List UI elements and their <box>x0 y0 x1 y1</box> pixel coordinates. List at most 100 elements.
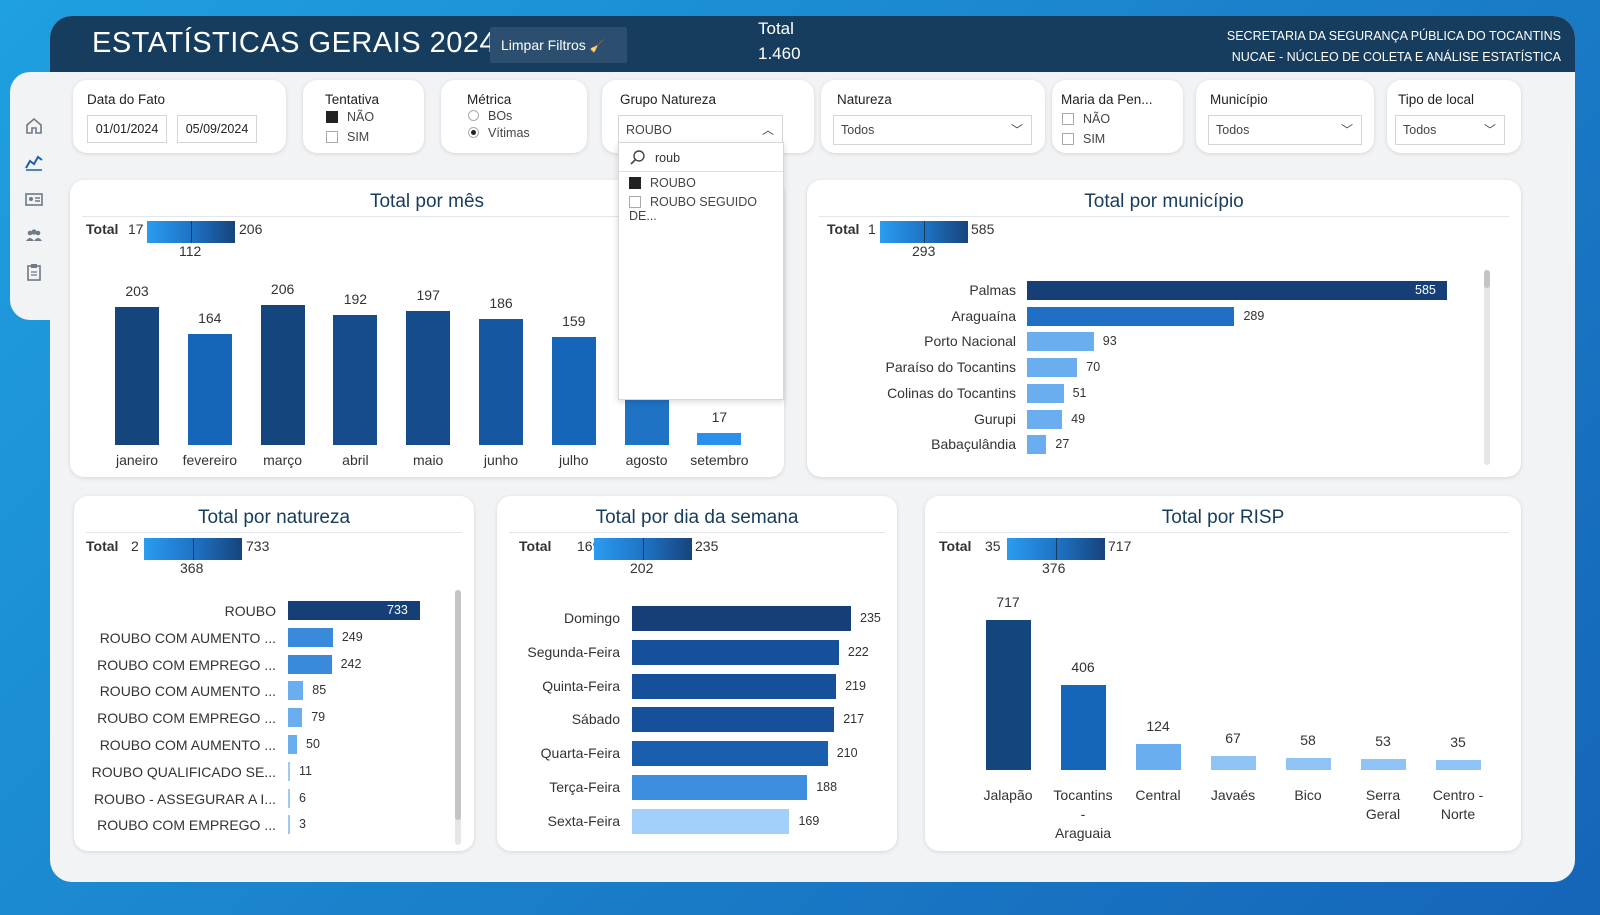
bar[interactable] <box>288 681 304 701</box>
category-label: Babaçulândia <box>931 436 1016 453</box>
chart-title-municipio: Total por município <box>1084 191 1244 212</box>
bar[interactable] <box>288 654 332 674</box>
bar[interactable] <box>1027 409 1063 429</box>
bar[interactable] <box>288 815 290 835</box>
id-card-icon[interactable] <box>24 189 44 209</box>
bar[interactable] <box>1135 744 1181 770</box>
bar[interactable] <box>288 788 290 808</box>
category-label: Paraíso do Tocantins <box>885 359 1017 376</box>
bar[interactable] <box>1060 685 1106 770</box>
total-slicer-mes[interactable]: Total 17 206 112 <box>86 221 346 265</box>
tipo-local-select[interactable]: Todos ﹀ <box>1395 115 1505 145</box>
bar[interactable] <box>1027 281 1447 300</box>
bar[interactable] <box>1360 758 1406 770</box>
bar[interactable] <box>632 707 835 733</box>
tentativa-option-label: NÃO <box>347 110 375 124</box>
bar[interactable] <box>632 775 808 800</box>
natureza-scrollbar[interactable] <box>455 590 461 845</box>
bar[interactable] <box>288 627 333 647</box>
total-slicer-mid: 293 <box>912 243 936 259</box>
bar[interactable] <box>288 601 420 620</box>
bar[interactable] <box>288 761 290 781</box>
total-slicer-natureza[interactable]: Total 2 733 368 <box>86 538 346 582</box>
org-line-2: NUCAE - NÚCLEO DE COLETA E ANÁLISE ESTAT… <box>1231 50 1561 64</box>
municipio-scrollbar[interactable] <box>1484 270 1490 465</box>
tipo-local-value: Todos <box>1403 123 1437 137</box>
bar[interactable] <box>288 735 297 754</box>
dropdown-option-roubo-seguido[interactable]: ROUBO SEGUIDO DE... <box>629 195 783 223</box>
category-label: Palmas <box>969 282 1016 298</box>
filter-maria-penha-label: Maria da Pen... <box>1061 92 1153 107</box>
clipboard-icon[interactable] <box>24 262 44 282</box>
total-slicer-marker <box>1056 538 1057 560</box>
filter-maria-penha: Maria da Pen... NÃO SIM <box>1052 80 1183 153</box>
metrica-option-bos[interactable]: BOs <box>468 109 512 123</box>
bar[interactable] <box>1027 435 1047 455</box>
people-icon[interactable] <box>24 225 44 245</box>
scrollbar-thumb[interactable] <box>1484 270 1490 288</box>
chevron-down-icon: ﹀ <box>1483 123 1496 137</box>
metrica-option-vitimas[interactable]: Vítimas <box>468 126 530 140</box>
bar[interactable] <box>632 606 851 631</box>
bar[interactable] <box>1285 757 1331 770</box>
bar[interactable] <box>1027 358 1078 378</box>
bar[interactable] <box>624 393 669 445</box>
bar[interactable] <box>1435 760 1481 770</box>
bar[interactable] <box>632 639 839 665</box>
bar[interactable] <box>333 314 378 445</box>
filter-metrica: Métrica BOs Vítimas <box>441 80 587 153</box>
dropdown-option-label: ROUBO <box>650 176 696 190</box>
total-slicer-municipio[interactable]: Total 1 585 293 <box>827 221 1087 265</box>
bar[interactable] <box>1210 755 1256 770</box>
header-total-value: 1.460 <box>758 44 801 63</box>
bar[interactable] <box>406 311 451 445</box>
bar[interactable] <box>479 318 523 445</box>
maria-penha-option-sim[interactable]: SIM <box>1062 132 1105 146</box>
grupo-natureza-select[interactable]: ROUBO ︿ <box>618 115 783 145</box>
category-label: Quinta-Feira <box>542 677 620 694</box>
bar[interactable] <box>632 741 828 767</box>
scrollbar-thumb[interactable] <box>455 590 461 820</box>
tentativa-option-nao[interactable]: NÃO <box>326 110 374 124</box>
category-label: Colinas do Tocantins <box>887 384 1016 401</box>
bar[interactable] <box>632 808 790 834</box>
bar[interactable] <box>697 433 742 445</box>
municipio-select[interactable]: Todos ﹀ <box>1208 115 1362 145</box>
date-start-input[interactable]: 01/01/2024 <box>87 115 167 143</box>
category-label: ROUBO QUALIFICADO SE... <box>91 763 276 780</box>
chart-title-semana: Total por dia da semana <box>595 507 799 528</box>
dropdown-search-input[interactable]: roub <box>655 151 681 165</box>
value-label: 50 <box>306 737 320 751</box>
filter-tentativa-label: Tentativa <box>325 92 380 107</box>
bar[interactable] <box>260 305 305 445</box>
total-slicer-semana[interactable]: Total 169 235 202 <box>519 538 779 582</box>
natureza-select[interactable]: Todos ﹀ <box>833 115 1032 145</box>
chart-icon[interactable] <box>24 152 44 172</box>
bar[interactable] <box>1027 306 1235 326</box>
chevron-down-icon: ﹀ <box>1340 123 1353 137</box>
tentativa-option-sim[interactable]: SIM <box>326 130 369 144</box>
category-label: ROUBO COM AUMENTO ... <box>99 737 276 753</box>
bar[interactable] <box>551 336 596 445</box>
clear-filters-button[interactable]: Limpar Filtros 🧹 <box>490 27 627 63</box>
filter-metrica-label: Métrica <box>467 92 512 107</box>
grupo-natureza-dropdown: roub ROUBO ROUBO SEGUIDO DE... <box>618 142 784 400</box>
divider <box>619 171 783 172</box>
category-label: Araguaína <box>951 307 1016 324</box>
home-icon[interactable] <box>24 116 44 136</box>
bar[interactable] <box>115 307 159 445</box>
date-end-input[interactable]: 05/09/2024 <box>177 115 257 143</box>
bar[interactable] <box>1027 383 1064 403</box>
total-slicer-risp[interactable]: Total 35 717 376 <box>939 538 1199 582</box>
bar[interactable] <box>288 708 303 728</box>
value-label: 186 <box>489 294 513 311</box>
value-label: 188 <box>816 780 838 794</box>
bar[interactable] <box>985 620 1031 770</box>
dropdown-option-roubo[interactable]: ROUBO <box>629 176 696 190</box>
maria-penha-option-nao[interactable]: NÃO <box>1062 112 1110 126</box>
total-slicer-label: Total <box>519 538 552 554</box>
bar[interactable] <box>187 333 232 445</box>
grupo-natureza-value: ROUBO <box>626 123 672 137</box>
bar[interactable] <box>632 673 837 699</box>
bar[interactable] <box>1027 332 1094 352</box>
